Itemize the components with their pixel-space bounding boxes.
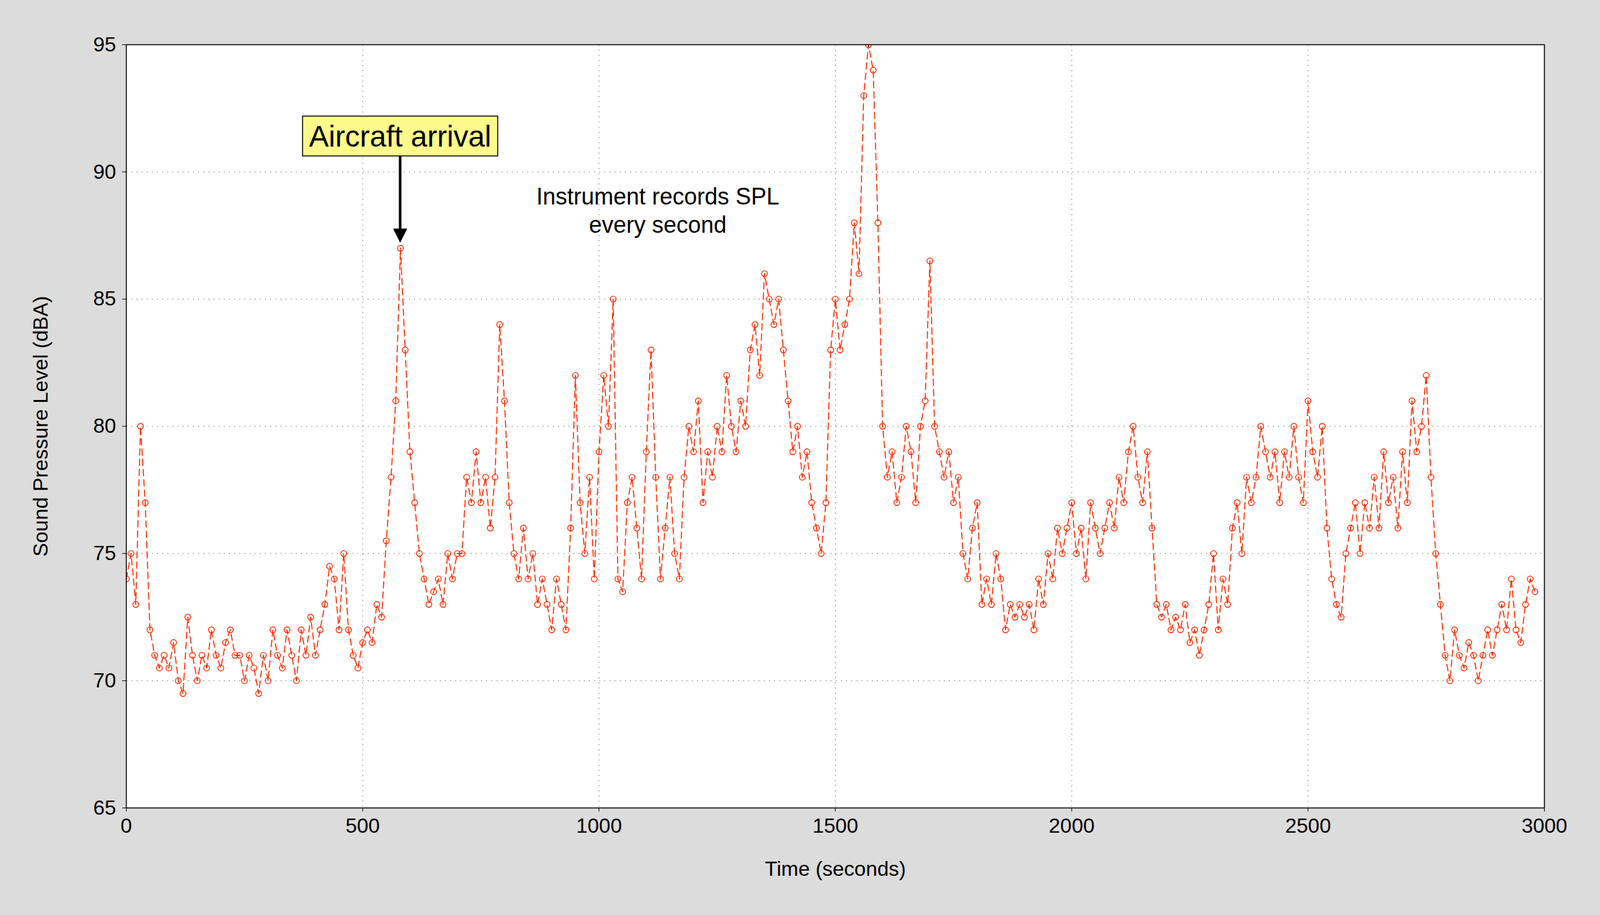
svg-text:85: 85	[93, 286, 117, 310]
svg-text:70: 70	[93, 668, 117, 692]
svg-text:3000: 3000	[1521, 813, 1568, 837]
svg-text:1500: 1500	[812, 813, 859, 837]
svg-text:Instrument records SPLevery se: Instrument records SPLevery second	[536, 183, 780, 238]
svg-text:Time (seconds): Time (seconds)	[764, 856, 906, 881]
svg-text:80: 80	[93, 413, 117, 438]
svg-text:500: 500	[345, 813, 380, 837]
svg-text:65: 65	[93, 795, 117, 819]
svg-text:1000: 1000	[575, 813, 622, 837]
svg-text:0: 0	[120, 813, 133, 837]
svg-text:Sound Pressure Level (dBA): Sound Pressure Level (dBA)	[28, 295, 53, 557]
svg-text:2000: 2000	[1049, 813, 1095, 837]
svg-text:95: 95	[93, 32, 117, 56]
svg-text:Aircraft arrival: Aircraft arrival	[309, 119, 492, 153]
svg-text:75: 75	[93, 541, 117, 565]
svg-text:2500: 2500	[1285, 813, 1331, 837]
svg-text:90: 90	[93, 160, 117, 184]
